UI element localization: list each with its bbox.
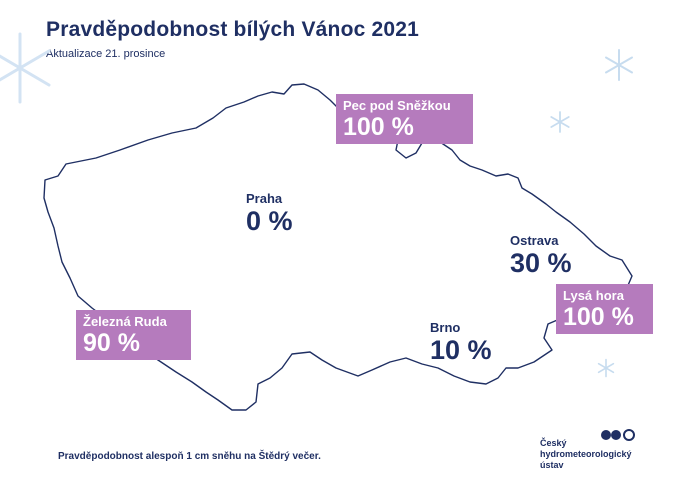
location-name: Ostrava bbox=[510, 233, 559, 248]
logo-line: hydrometeorologický bbox=[540, 449, 632, 459]
location-probability: 90 % bbox=[83, 329, 140, 357]
location-box-lysa-hora: Lysá hora 100 % bbox=[556, 284, 653, 334]
logo-text: Český hydrometeorologický ústav bbox=[540, 438, 650, 471]
location-name: Železná Ruda bbox=[83, 314, 167, 329]
chmi-logo-icon bbox=[601, 429, 635, 441]
snowflake-icon bbox=[0, 32, 51, 104]
logo-line: Český bbox=[540, 438, 567, 448]
location-name: Praha bbox=[246, 191, 283, 206]
footnote: Pravděpodobnost alespoň 1 cm sněhu na Št… bbox=[58, 451, 321, 462]
map-title: Pravděpodobnost bílých Vánoc 2021 bbox=[46, 18, 420, 41]
map-subtitle: Aktualizace 21. prosince bbox=[46, 48, 166, 60]
location-probability: 100 % bbox=[343, 113, 414, 141]
snowflake-icon bbox=[605, 49, 633, 81]
location-probability: 100 % bbox=[563, 303, 634, 331]
location-box-pec-pod-snezkou: Pec pod Sněžkou 100 % bbox=[336, 94, 473, 144]
location-probability: 30 % bbox=[510, 248, 572, 278]
logo-line: ústav bbox=[540, 460, 564, 470]
snowflake-icon bbox=[550, 111, 570, 133]
location-box-zelezna-ruda: Železná Ruda 90 % bbox=[76, 310, 191, 360]
location-name: Lysá hora bbox=[563, 288, 624, 303]
location-name: Pec pod Sněžkou bbox=[343, 98, 451, 113]
snowflake-icon bbox=[597, 358, 615, 378]
location-brno: Brno 10 % bbox=[430, 321, 492, 364]
location-name: Brno bbox=[430, 320, 461, 335]
location-probability: 10 % bbox=[430, 335, 492, 365]
location-probability: 0 % bbox=[246, 206, 293, 236]
location-praha: Praha 0 % bbox=[246, 192, 293, 235]
location-ostrava: Ostrava 30 % bbox=[510, 234, 572, 277]
